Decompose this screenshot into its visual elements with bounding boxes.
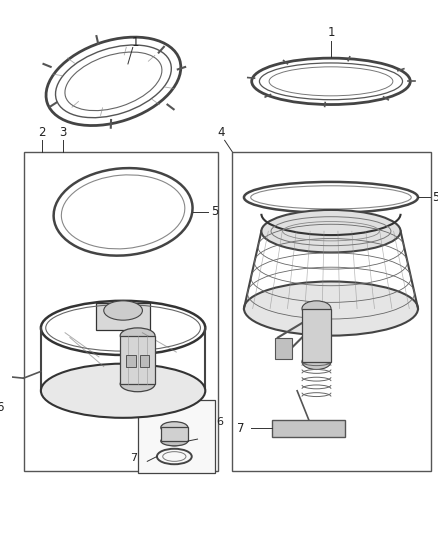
Text: 7: 7 (237, 422, 245, 435)
Ellipse shape (104, 301, 142, 320)
Bar (138, 400, 215, 473)
Ellipse shape (161, 422, 188, 433)
Ellipse shape (120, 328, 155, 343)
Ellipse shape (0, 370, 6, 380)
Bar (302, 309, 331, 362)
Ellipse shape (161, 436, 188, 446)
Ellipse shape (41, 364, 205, 418)
Bar (232, 152, 431, 471)
Text: 7: 7 (130, 454, 137, 463)
Ellipse shape (261, 210, 401, 253)
Text: 1: 1 (327, 27, 335, 39)
Text: 6: 6 (0, 401, 4, 414)
Bar (161, 427, 188, 441)
Bar (275, 337, 292, 359)
Bar (126, 355, 136, 367)
Ellipse shape (166, 436, 182, 446)
Ellipse shape (120, 376, 155, 392)
Text: 2: 2 (38, 126, 46, 139)
Ellipse shape (244, 281, 418, 336)
Bar (96, 303, 150, 330)
Text: 6: 6 (216, 417, 223, 427)
Bar (140, 355, 149, 367)
Bar (25, 152, 218, 471)
Text: 5: 5 (432, 191, 438, 204)
Text: 5: 5 (211, 205, 219, 219)
Bar (272, 420, 345, 437)
Text: 3: 3 (60, 126, 67, 139)
Text: 1: 1 (132, 36, 139, 49)
Bar (120, 336, 155, 384)
Ellipse shape (302, 354, 331, 369)
Text: 4: 4 (217, 126, 225, 139)
Ellipse shape (302, 301, 331, 316)
